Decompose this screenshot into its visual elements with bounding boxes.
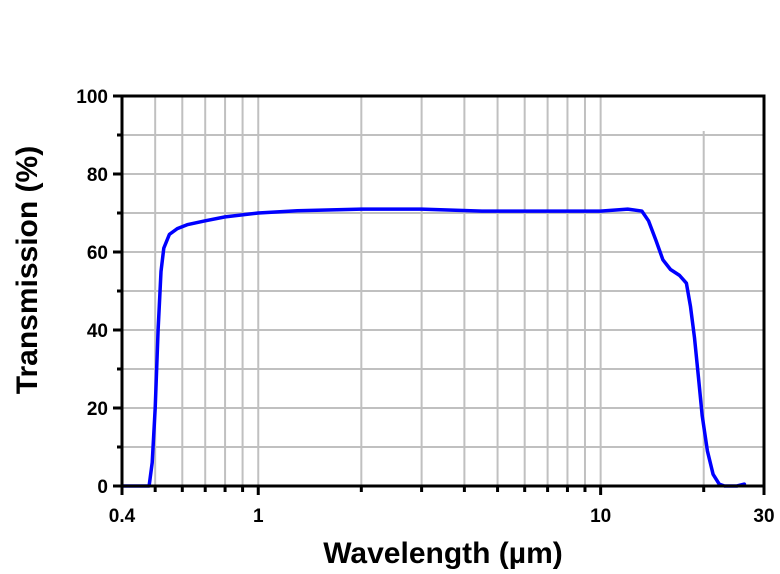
y-tick-labels: 0 20 40 60 80 100 <box>76 87 108 498</box>
y-tick-label: 80 <box>87 165 108 186</box>
y-tick-label: 40 <box>87 321 108 342</box>
x-tick-label: 10 <box>590 506 611 527</box>
x-tick-label: 30 <box>753 506 774 527</box>
transmission-line <box>120 207 747 488</box>
y-tick-label: 100 <box>76 87 108 108</box>
x-tick-label: 0.4 <box>109 506 136 527</box>
y-axis-title: Transmission (%) <box>11 146 44 394</box>
x-axis-title: Wavelength (µm) <box>323 537 563 570</box>
data-series <box>120 207 747 488</box>
y-tick-label: 60 <box>87 243 108 264</box>
y-tick-label: 0 <box>97 477 108 498</box>
y-tick-label: 20 <box>87 399 108 420</box>
grid-lines <box>122 96 764 486</box>
x-tick-label: 1 <box>253 506 264 527</box>
axis-ticks <box>113 94 766 495</box>
x-tick-labels: 0.4 1 10 30 <box>109 506 775 527</box>
